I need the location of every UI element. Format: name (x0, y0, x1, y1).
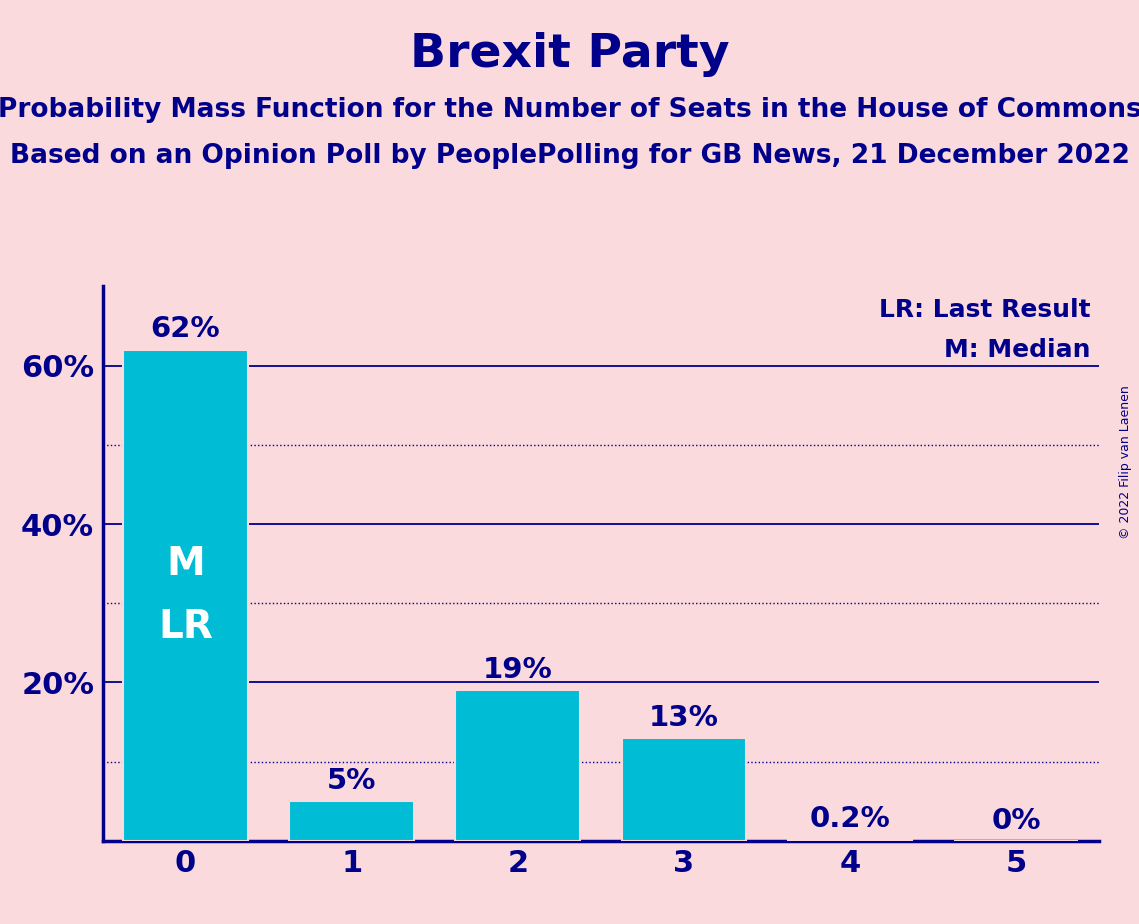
Text: Probability Mass Function for the Number of Seats in the House of Commons: Probability Mass Function for the Number… (0, 97, 1139, 123)
Bar (622, 738, 746, 841)
Text: 5%: 5% (327, 767, 376, 795)
Text: LR: Last Result: LR: Last Result (879, 298, 1091, 322)
Bar (788, 839, 912, 841)
Text: 0%: 0% (991, 807, 1041, 834)
Bar (123, 350, 248, 841)
Text: M: Median: M: Median (944, 338, 1091, 362)
Text: Brexit Party: Brexit Party (410, 32, 729, 78)
Text: LR: LR (158, 608, 213, 646)
Text: 62%: 62% (150, 315, 220, 344)
Text: Based on an Opinion Poll by PeoplePolling for GB News, 21 December 2022: Based on an Opinion Poll by PeoplePollin… (9, 143, 1130, 169)
Text: 19%: 19% (483, 656, 552, 684)
Text: M: M (166, 544, 205, 583)
Bar (456, 690, 580, 841)
Text: 13%: 13% (649, 703, 719, 732)
Text: © 2022 Filip van Laenen: © 2022 Filip van Laenen (1118, 385, 1132, 539)
Bar (289, 801, 413, 841)
Text: 0.2%: 0.2% (810, 805, 891, 833)
